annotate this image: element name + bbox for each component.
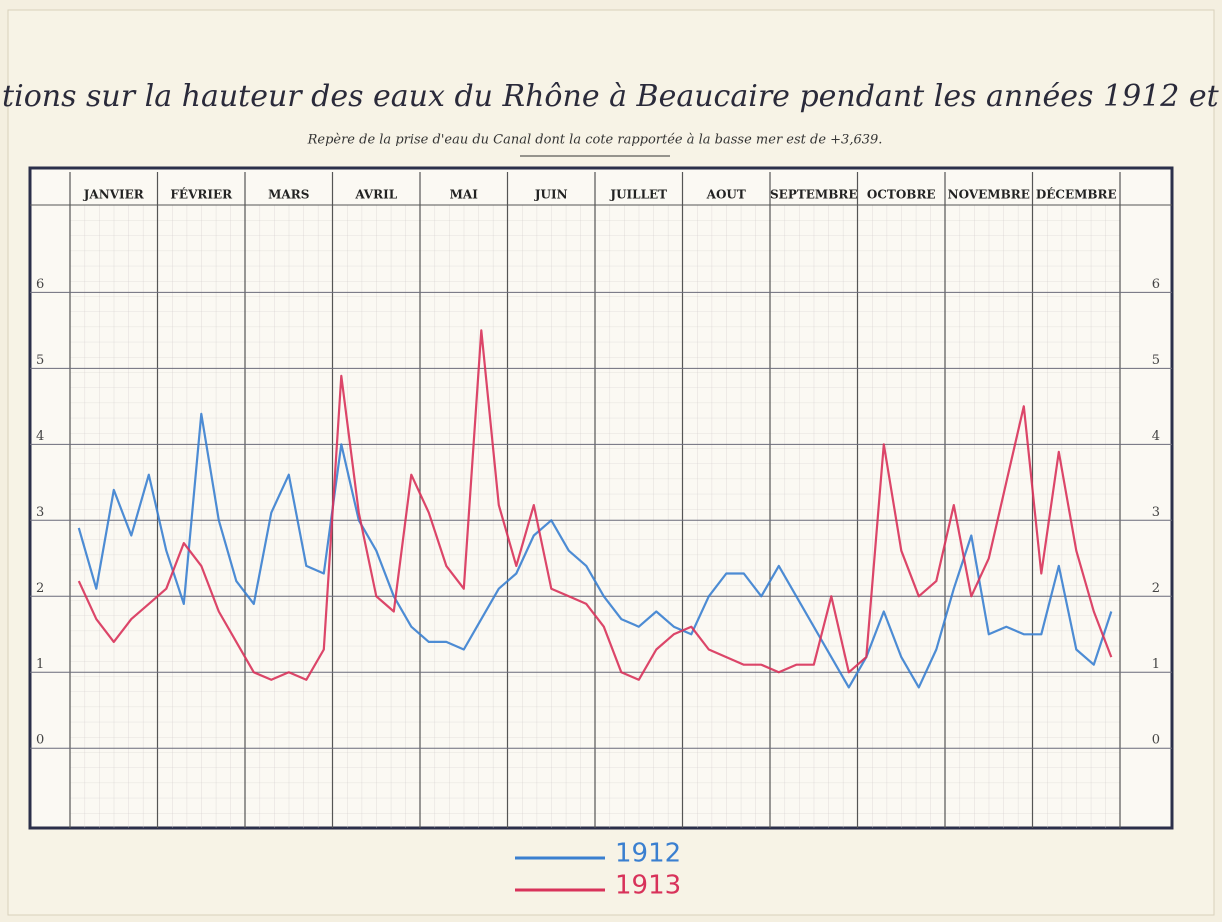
y-tick-label-right: 5 [1152,353,1160,368]
y-tick-label-right: 6 [1152,277,1160,292]
month-label: JUILLET [609,188,667,202]
chart-title: Observations sur la hauteur des eaux du … [0,79,1222,114]
legend-label: 1913 [615,871,681,901]
y-tick-label: 6 [36,277,44,292]
y-tick-label-right: 3 [1152,505,1160,520]
month-label: NOVEMBRE [948,188,1030,202]
month-label: JANVIER [83,188,145,202]
legend-label: 1912 [615,839,681,869]
month-label: MAI [450,188,479,202]
y-tick-label: 1 [36,657,44,672]
month-label: MARS [268,188,309,202]
y-tick-label: 2 [36,581,44,596]
y-tick-label: 4 [36,429,44,444]
y-tick-label-right: 4 [1152,429,1160,444]
month-label: JUIN [534,188,568,202]
chart-subtitle: Repère de la prise d'eau du Canal dont l… [307,133,883,148]
month-label: AVRIL [354,188,397,202]
month-label: DÉCEMBRE [1036,187,1117,202]
month-label: FÉVRIER [170,187,233,202]
month-label: AOUT [706,188,746,202]
y-tick-label-right: 1 [1152,657,1160,672]
y-tick-label: 0 [36,733,44,748]
month-label: OCTOBRE [867,188,936,202]
y-tick-label: 5 [36,353,44,368]
y-tick-label: 3 [36,505,44,520]
chart: Observations sur la hauteur des eaux du … [0,0,1222,922]
month-label: SEPTEMBRE [770,188,857,202]
y-tick-label-right: 0 [1152,733,1160,748]
y-tick-label-right: 2 [1152,581,1160,596]
